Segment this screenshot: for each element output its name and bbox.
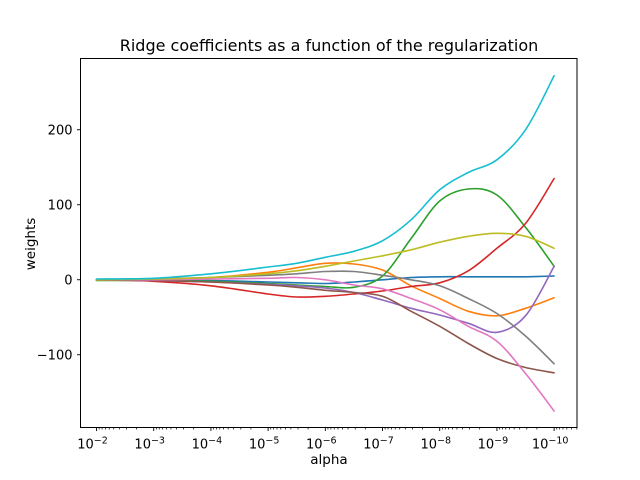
coef-blue-line	[95, 275, 555, 285]
y-tick-label: 100	[48, 198, 73, 213]
coef-brown-line	[95, 279, 555, 374]
x-tick-label: 10−4	[192, 436, 223, 453]
x-tick-label: 10−2	[77, 436, 108, 453]
coef-gray-line	[95, 270, 555, 365]
x-tick-label: 10−6	[306, 436, 337, 453]
y-tick-label: 200	[48, 123, 73, 138]
coef-pink-line	[95, 276, 555, 412]
plot-frame	[80, 58, 578, 428]
x-tick-label: 10−7	[363, 436, 394, 453]
y-tick-label: −100	[37, 348, 73, 363]
x-tick-label: 10−8	[420, 436, 451, 453]
y-tick-label: 0	[64, 273, 72, 288]
coef-green-line	[95, 187, 555, 289]
x-tick-label: 10−9	[478, 436, 509, 453]
x-tick-label: 10−5	[249, 436, 280, 453]
coef-cyan-line	[95, 75, 555, 280]
chart-title: Ridge coefficients as a function of the …	[119, 36, 539, 55]
x-axis-label: alpha	[310, 452, 348, 468]
coef-red-line	[95, 177, 555, 298]
x-tick-label: 10−3	[134, 436, 165, 453]
coef-olive-line	[95, 232, 555, 281]
y-axis-label: weights	[23, 217, 39, 271]
x-tick-label: 10−10	[532, 436, 569, 453]
